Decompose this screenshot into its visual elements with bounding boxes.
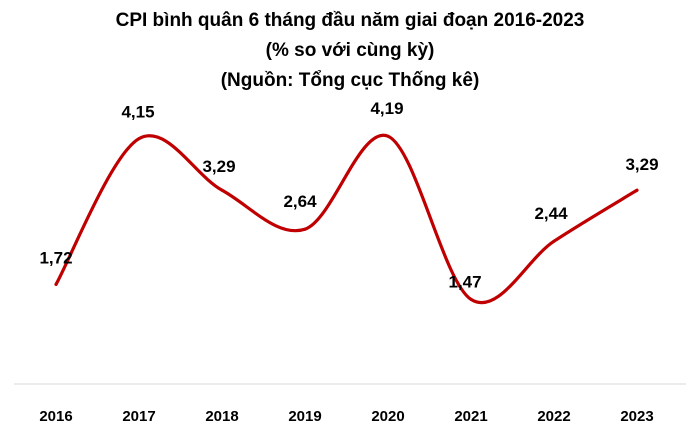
x-tick-2020: 2020: [371, 408, 404, 425]
data-label-2020: 4,19: [370, 99, 403, 118]
data-point-2017: [137, 137, 141, 141]
x-tick-2021: 2021: [454, 408, 487, 425]
x-tick-2017: 2017: [122, 408, 155, 425]
x-tick-layer: 2016 2017 2018 2019 2020 2021 2022 2023: [39, 408, 653, 425]
data-point-2023: [635, 188, 639, 192]
x-tick-2019: 2019: [288, 408, 321, 425]
data-label-2017: 4,15: [121, 103, 154, 122]
chart-title-block: CPI bình quân 6 tháng đầu năm giai đoạn …: [0, 6, 700, 96]
x-tick-2018: 2018: [205, 408, 238, 425]
data-point-2022: [552, 239, 556, 243]
data-label-2023: 3,29: [625, 155, 658, 174]
data-label-2022: 2,44: [534, 204, 568, 223]
data-point-2019: [303, 227, 307, 231]
data-point-2018: [220, 188, 224, 192]
x-tick-2022: 2022: [537, 408, 570, 425]
x-tick-2016: 2016: [39, 408, 72, 425]
chart-title: CPI bình quân 6 tháng đầu năm giai đoạn …: [115, 10, 585, 31]
x-tick-2023: 2023: [620, 408, 653, 425]
chart-source: (Nguồn: Tổng cục Thống kê): [220, 70, 480, 91]
data-point-2020: [386, 134, 390, 138]
data-label-2021: 1,47: [448, 272, 481, 291]
data-label-2018: 3,29: [202, 157, 235, 176]
data-label-layer: 1,72 4,15 3,29 2,64 4,19 1,47 2,44 3,29: [39, 99, 658, 291]
data-point-2016: [54, 282, 58, 286]
data-label-2016: 1,72: [39, 248, 72, 267]
series-layer: [54, 133, 639, 305]
data-label-2019: 2,64: [283, 192, 317, 211]
data-point-2021: [469, 297, 473, 301]
chart-subtitle: (% so với cùng kỳ): [265, 40, 435, 61]
